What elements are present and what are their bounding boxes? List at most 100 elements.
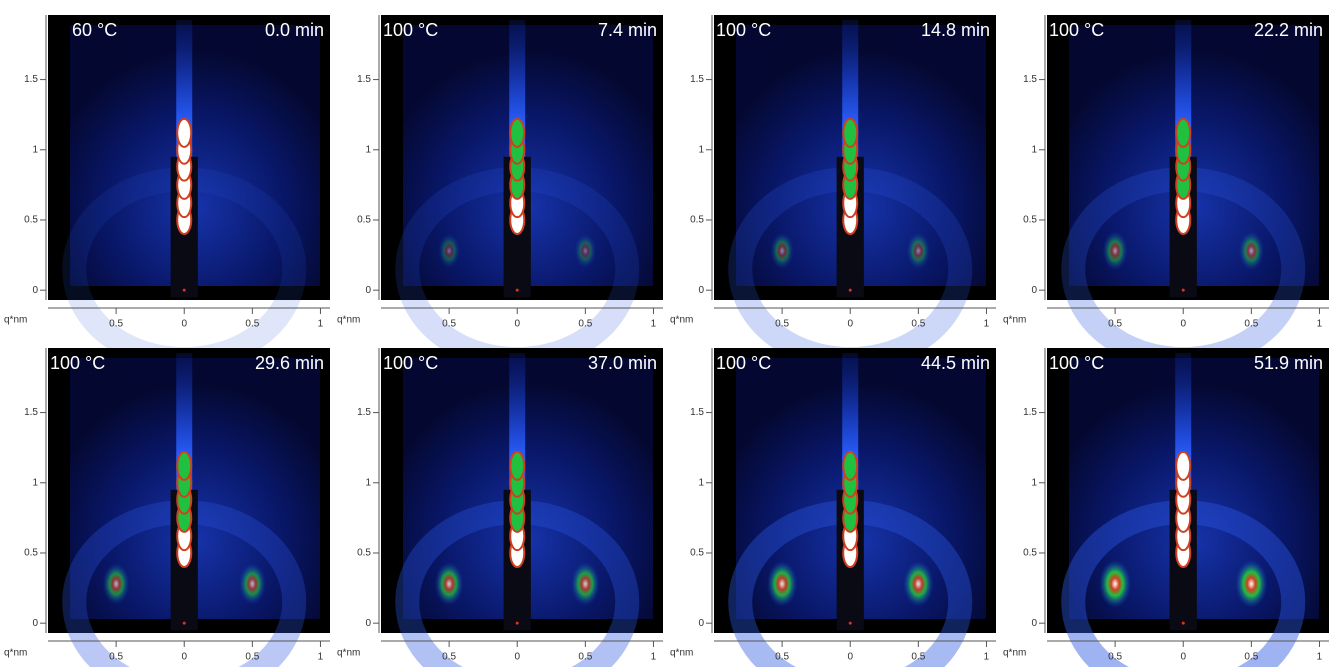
x-tick-label: 0.5 [775,652,789,663]
bragg-rod-peak [509,117,526,148]
y-tick-label: 0.5 [1023,215,1037,226]
x-tick-label: 1 [1317,319,1323,330]
y-tick-label: 1.5 [24,407,38,418]
direct-beam [848,621,852,625]
x-tick-label: 0 [181,652,187,663]
bragg-rod-peak [176,117,193,148]
x-tick-label: 0.5 [1244,652,1258,663]
direct-beam [515,288,519,292]
y-tick-label: 1.5 [357,74,371,85]
y-tick-label: 1.5 [690,407,704,418]
x-tick-label: 1 [318,319,324,330]
x-tick-label: 1 [1317,652,1323,663]
side-lobe [903,561,934,607]
x-axis-label: q*nm [1003,315,1026,326]
x-tick-label: 0.5 [109,319,123,330]
direct-beam [515,621,519,625]
temperature-label: 100 °C [383,353,438,373]
side-lobe [574,233,597,269]
side-lobe [571,562,600,606]
y-tick-label: 0 [32,285,38,296]
y-tick-label: 0 [698,618,704,629]
direct-beam [848,288,852,292]
y-tick-label: 1 [32,144,38,155]
y-tick-label: 0.5 [690,215,704,226]
y-tick-label: 1 [32,477,38,488]
side-lobe [1238,231,1264,271]
x-tick-label: 0 [514,319,520,330]
bragg-rod-peak [842,450,859,481]
side-lobe [102,563,130,605]
y-tick-label: 0 [698,285,704,296]
direct-beam [1181,621,1185,625]
x-axis-label: q*nm [4,648,27,659]
y-tick-label: 1.5 [24,74,38,85]
x-tick-label: 0.5 [911,319,925,330]
x-tick-label: 1 [318,652,324,663]
temperature-label: 100 °C [1049,353,1104,373]
time-label: 7.4 min [598,20,657,40]
x-tick-label: 0.5 [245,319,259,330]
y-tick-label: 1 [1031,477,1037,488]
y-tick-label: 0.5 [24,215,38,226]
y-tick-label: 0 [1031,285,1037,296]
y-tick-label: 0 [365,618,371,629]
y-tick-label: 0 [365,285,371,296]
x-tick-label: 1 [984,652,990,663]
side-lobe [1235,559,1268,608]
direct-beam [182,621,186,625]
temperature-label: 100 °C [716,353,771,373]
x-tick-label: 0.5 [911,652,925,663]
direct-beam [1181,288,1185,292]
y-tick-label: 0.5 [24,548,38,559]
bragg-rod-peak [509,450,526,481]
y-tick-label: 0.5 [357,548,371,559]
temperature-label: 100 °C [383,20,438,40]
time-label: 22.2 min [1254,20,1323,40]
side-lobe [766,561,798,607]
x-tick-label: 0 [181,319,187,330]
bragg-rod-peak [842,117,859,148]
y-tick-label: 0 [32,618,38,629]
x-tick-label: 0.5 [245,652,259,663]
y-tick-label: 1 [365,144,371,155]
x-axis-label: q*nm [670,315,693,326]
x-tick-label: 0.5 [775,319,789,330]
x-tick-label: 0.5 [1108,652,1122,663]
y-tick-label: 1.5 [357,407,371,418]
side-lobe [1102,231,1128,271]
x-tick-label: 1 [984,319,990,330]
x-tick-label: 0.5 [442,652,456,663]
direct-beam [182,288,186,292]
x-tick-label: 0.5 [109,652,123,663]
temperature-label: 100 °C [1049,20,1104,40]
side-lobe [1099,559,1132,608]
x-tick-label: 0.5 [578,652,592,663]
temperature-label: 100 °C [716,20,771,40]
y-tick-label: 1 [698,144,704,155]
x-tick-label: 0.5 [578,319,592,330]
x-tick-label: 1 [651,319,657,330]
x-tick-label: 0 [1180,652,1186,663]
x-axis-label: q*nm [1003,648,1026,659]
y-tick-label: 1.5 [690,74,704,85]
side-lobe [434,562,464,606]
time-label: 51.9 min [1254,353,1323,373]
y-tick-label: 1 [698,477,704,488]
x-tick-label: 0 [1180,319,1186,330]
y-tick-label: 1 [365,477,371,488]
x-tick-label: 0.5 [1244,319,1258,330]
temperature-label: 100 °C [50,353,105,373]
time-label: 37.0 min [588,353,657,373]
y-tick-label: 0.5 [1023,548,1037,559]
time-label: 14.8 min [921,20,990,40]
time-label: 29.6 min [255,353,324,373]
x-axis-label: q*nm [337,648,360,659]
y-tick-label: 0.5 [690,548,704,559]
side-lobe [906,232,931,270]
side-lobe [438,233,460,269]
x-tick-label: 0.5 [442,319,456,330]
x-axis-label: q*nm [4,315,27,326]
time-label: 0.0 min [265,20,324,40]
